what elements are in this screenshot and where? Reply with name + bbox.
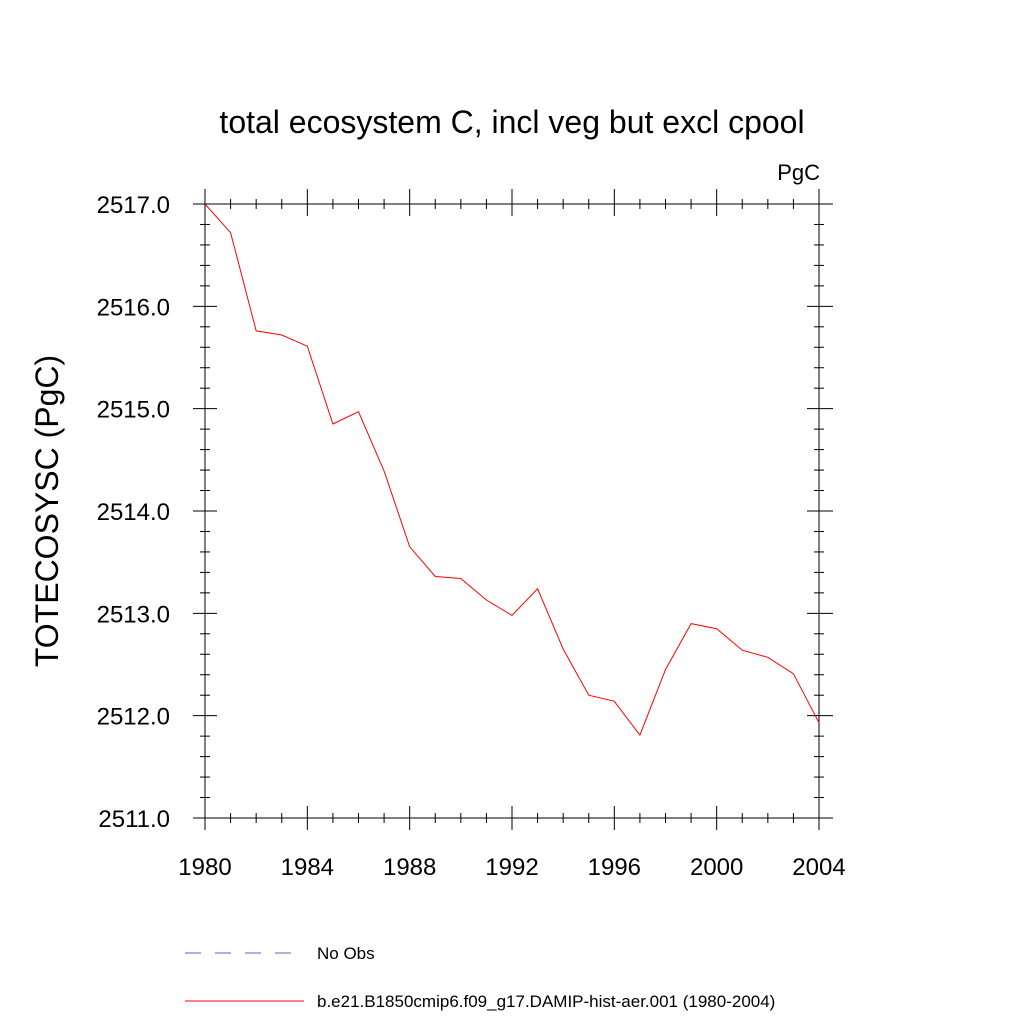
y-tick-label: 2516.0: [97, 294, 170, 321]
y-tick-label: 2514.0: [97, 499, 170, 526]
series-group: [204, 203, 820, 737]
legend-label: No Obs: [317, 944, 375, 963]
x-tick-label: 1988: [383, 854, 436, 881]
y-tick-label: 2512.0: [97, 704, 170, 731]
x-tick-label: 1996: [588, 854, 641, 881]
y-axis-label: TOTECOSYSC (PgC): [29, 355, 65, 667]
y-tick-label: 2515.0: [97, 397, 170, 424]
x-tick-label: 1992: [485, 854, 538, 881]
x-tick-label: 1984: [281, 854, 334, 881]
legend-label: b.e21.B1850cmip6.f09_g17.DAMIP-hist-aer.…: [317, 992, 775, 1011]
plot-frame: [204, 203, 820, 819]
x-tick-label: 2004: [792, 854, 845, 881]
x-tick-label: 2000: [690, 854, 743, 881]
y-tick-label: 2517.0: [97, 192, 170, 219]
x-tick-label: 1980: [178, 854, 231, 881]
chart-title: total ecosystem C, incl veg but excl cpo…: [219, 104, 804, 140]
units-label: PgC: [777, 160, 820, 185]
axis-ticks: [193, 189, 833, 830]
y-tick-label: 2513.0: [97, 601, 170, 628]
series-line: [204, 203, 820, 737]
axis-tick-labels: 1980 1984 1988 1992 1996 2000 2004 2511.0 2512.0…: [97, 192, 846, 881]
legend: No Obs b.e21.B1850cmip6.f09_g17.DAMIP-his…: [185, 944, 775, 1011]
y-tick-label: 2511.0: [98, 806, 170, 833]
